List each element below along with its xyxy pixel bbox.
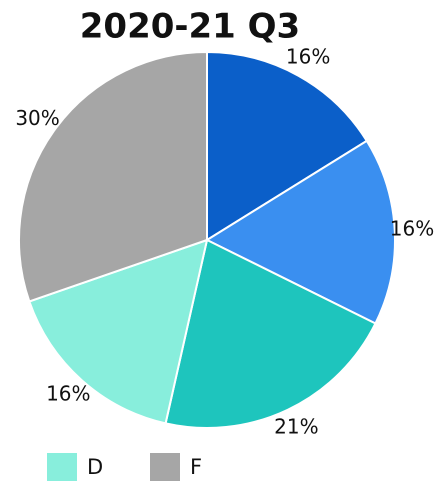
pie-slice <box>28 238 209 425</box>
legend-label: D <box>87 455 103 479</box>
data-label: 16% <box>46 382 90 406</box>
legend-swatch <box>150 453 180 481</box>
data-label: 30% <box>15 106 59 130</box>
data-label: 21% <box>274 414 318 438</box>
legend-swatch <box>47 453 77 481</box>
data-label: 16% <box>390 217 434 241</box>
pie-slice <box>164 238 377 429</box>
pie-slice <box>204 139 396 325</box>
pie-slice <box>18 50 208 303</box>
chart-title: 2020-21 Q3 <box>80 7 300 47</box>
data-label: 16% <box>286 45 330 69</box>
pie-slice <box>206 50 369 242</box>
legend-label: F <box>190 455 202 479</box>
